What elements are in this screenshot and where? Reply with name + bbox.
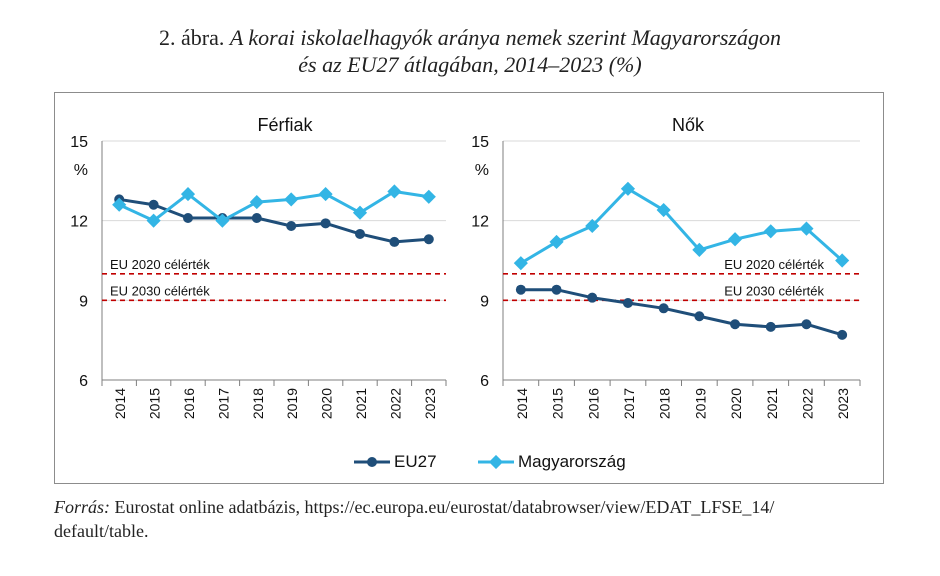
data-point-hungary (215, 213, 230, 228)
x-tick-label: 2016 (585, 388, 601, 419)
x-tick-label: 2023 (835, 388, 851, 419)
data-point-eu27 (694, 311, 705, 322)
figure-number: 2. ábra. (159, 25, 225, 50)
data-point-hungary (146, 213, 161, 228)
source-label: Forrás: (54, 497, 111, 517)
x-tick-label: 2022 (387, 388, 403, 419)
data-point-eu27 (183, 213, 193, 224)
chart-title: Nők (672, 115, 705, 135)
legend-hungary-marker-icon (478, 455, 514, 469)
x-tick-label: 2018 (250, 388, 266, 419)
figure-title-line2: és az EU27 átlagában, 2014–2023 (%) (298, 52, 642, 77)
y-tick-label: 6 (79, 373, 88, 390)
reference-line-label: EU 2030 célérték (724, 283, 824, 298)
data-point-eu27 (765, 321, 776, 332)
data-point-hungary (180, 187, 196, 202)
data-point-hungary (352, 205, 368, 220)
data-point-eu27 (658, 303, 669, 314)
y-unit-label: % (74, 162, 88, 179)
data-point-hungary (318, 187, 333, 202)
x-tick-label: 2015 (147, 388, 163, 419)
x-tick-label: 2014 (112, 388, 128, 419)
data-point-hungary (692, 242, 707, 257)
x-tick-label: 2019 (284, 388, 300, 419)
figure-title-line1: A korai iskolaelhagyók aránya nemek szer… (229, 25, 781, 50)
chart-title: Férfiak (257, 115, 313, 135)
x-tick-label: 2022 (799, 388, 815, 419)
data-point-hungary (656, 202, 671, 218)
reference-line-label: EU 2030 célérték (110, 283, 210, 298)
y-tick-label: 9 (480, 293, 489, 310)
data-point-hungary (421, 189, 436, 204)
data-point-hungary (835, 253, 850, 268)
data-point-eu27 (389, 236, 400, 247)
data-point-hungary (549, 234, 564, 249)
legend: EU27 Magyarország (0, 450, 940, 474)
x-tick-label: 2021 (353, 388, 369, 419)
x-tick-label: 2015 (550, 388, 566, 419)
x-tick-label: 2019 (692, 388, 708, 419)
x-tick-label: 2018 (657, 388, 673, 419)
data-point-eu27 (423, 234, 434, 245)
data-point-eu27 (515, 284, 526, 295)
y-unit-label: % (475, 162, 489, 179)
legend-hungary-label: Magyarország (518, 452, 626, 471)
reference-line-label: EU 2020 célérték (110, 257, 210, 272)
data-point-eu27 (148, 199, 159, 210)
data-point-hungary (387, 184, 402, 199)
y-tick-label: 15 (70, 134, 88, 151)
x-tick-label: 2020 (319, 388, 335, 419)
chart-panel-0: Férfiak 6 9 12 15% 2014 2015 2016 2017 2018 2019 20… (70, 115, 447, 419)
source-text: Eurostat online adatbázis, https://ec.eu… (114, 497, 775, 517)
data-point-hungary (763, 224, 778, 239)
data-point-eu27 (320, 218, 331, 229)
chart-panel-1: Nők 6 9 12 15% 2014 2015 2016 2017 2018 2019 2020 20… (471, 115, 861, 419)
data-point-eu27 (551, 284, 562, 295)
chart-frame (54, 92, 884, 484)
legend-eu27-dot (367, 457, 377, 467)
data-point-hungary (249, 195, 264, 210)
data-point-eu27 (587, 292, 598, 303)
reference-line-label: EU 2020 célérték (724, 257, 824, 272)
source-note: Forrás: Eurostat online adatbázis, https… (54, 495, 894, 543)
data-point-hungary (620, 181, 636, 196)
data-point-hungary (799, 221, 814, 236)
y-tick-label: 12 (471, 214, 489, 231)
legend-hungary-diamond (488, 455, 504, 469)
series-line-hungary (520, 187, 844, 265)
legend-eu27-marker-icon (354, 457, 390, 467)
y-tick-label: 15 (471, 134, 489, 151)
data-point-hungary (284, 192, 299, 207)
y-tick-label: 12 (70, 214, 88, 231)
y-tick-label: 9 (79, 293, 88, 310)
x-tick-label: 2023 (422, 388, 438, 419)
y-tick-label: 6 (480, 373, 489, 390)
data-point-eu27 (286, 220, 297, 231)
legend-item-hungary: Magyarország (478, 450, 626, 474)
data-point-eu27 (837, 329, 848, 340)
data-point-eu27 (730, 319, 741, 330)
data-point-eu27 (355, 228, 365, 239)
data-point-eu27 (251, 213, 262, 224)
legend-item-eu27: EU27 (354, 450, 437, 474)
data-point-eu27 (622, 297, 633, 308)
data-point-eu27 (801, 319, 812, 330)
x-tick-label: 2014 (514, 388, 530, 419)
x-tick-label: 2021 (764, 388, 780, 419)
figure-title: 2. ábra. A korai iskolaelhagyók aránya n… (0, 24, 940, 78)
legend-eu27-label: EU27 (394, 452, 437, 471)
data-point-hungary (585, 218, 600, 234)
x-tick-label: 2020 (728, 388, 744, 419)
data-point-hungary (727, 232, 743, 247)
x-tick-label: 2016 (181, 388, 197, 419)
series-line-eu27 (520, 288, 843, 337)
x-tick-label: 2017 (621, 388, 637, 419)
series-line-eu27 (118, 197, 429, 244)
source-text-line2: default/table. (54, 521, 149, 541)
x-tick-label: 2017 (215, 388, 231, 419)
data-point-hungary (513, 256, 528, 271)
series-line-hungary (118, 189, 430, 223)
